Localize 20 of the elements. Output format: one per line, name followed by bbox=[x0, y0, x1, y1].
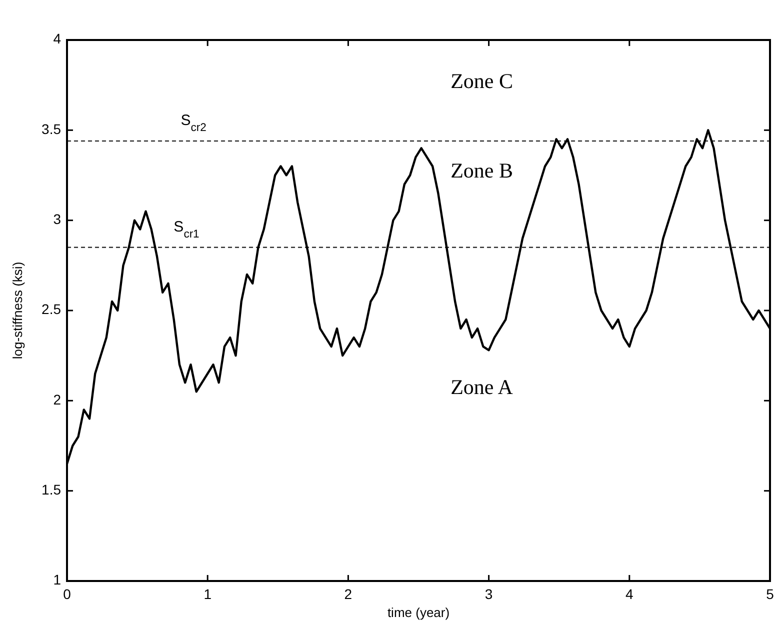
x-tick-label: 0 bbox=[63, 586, 72, 602]
y-tick-label: 4 bbox=[53, 30, 62, 47]
x-tick-label: 4 bbox=[626, 586, 634, 602]
ref-line-label: S$_{cr1}$ bbox=[174, 218, 200, 240]
x-tick-label: 1 bbox=[204, 586, 212, 602]
annotation: Zone B bbox=[450, 158, 513, 182]
annotation: Zone C bbox=[450, 69, 513, 94]
x-axis-title: time (year) bbox=[387, 605, 450, 620]
ref-line-label: S$_{cr2}$ bbox=[180, 112, 206, 134]
y-tick-label: 1 bbox=[53, 572, 62, 588]
y-tick-label: 3.5 bbox=[42, 120, 62, 137]
y-tick-label: 3 bbox=[53, 211, 62, 228]
x-tick-label: 2 bbox=[344, 586, 352, 602]
y-axis-title: log-stiffness (ksi) bbox=[10, 262, 25, 360]
y-tick-label: 1.5 bbox=[42, 482, 62, 498]
y-tick-label: 2.5 bbox=[42, 301, 62, 318]
y-tick-label: 2 bbox=[53, 391, 62, 408]
x-tick-label: 3 bbox=[484, 586, 493, 602]
x-tick-label: 5 bbox=[766, 586, 774, 602]
annotation: Zone A bbox=[450, 374, 514, 399]
